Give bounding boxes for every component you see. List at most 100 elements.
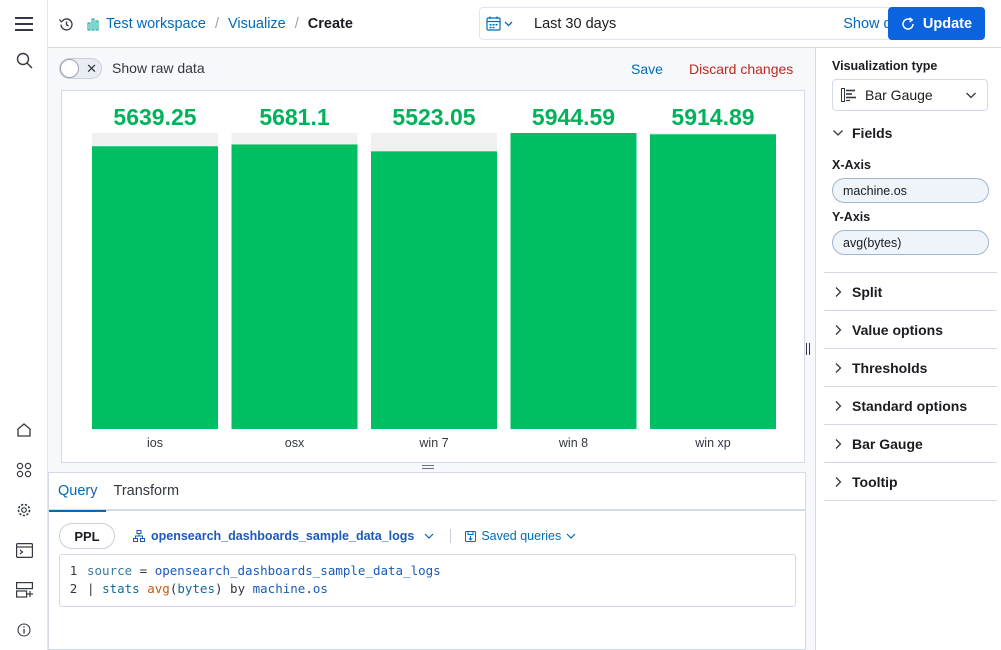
- update-button[interactable]: Update: [888, 7, 985, 40]
- x-axis-label: X-Axis: [832, 158, 871, 172]
- dataset-name: opensearch_dashboards_sample_data_logs: [151, 529, 415, 543]
- x-axis-field[interactable]: machine.os: [832, 178, 989, 203]
- value-label-win-xp: 5914.89: [671, 104, 754, 130]
- menu-icon[interactable]: [14, 14, 34, 34]
- close-icon: ✕: [86, 61, 97, 76]
- query-editor[interactable]: 1 source = opensearch_dashboards_sample_d…: [59, 554, 796, 607]
- query-tabs: Query Transform: [49, 472, 805, 512]
- bar-ios[interactable]: [92, 146, 218, 430]
- raw-data-toggle[interactable]: ✕: [59, 58, 102, 79]
- page-title: Create: [307, 16, 353, 32]
- breadcrumb-separator: /: [294, 16, 299, 32]
- chevron-down-icon: [424, 533, 434, 539]
- saved-queries-button[interactable]: Saved queries: [465, 529, 576, 543]
- section-label: Split: [852, 283, 883, 300]
- divider: [824, 272, 997, 273]
- recent-history-icon[interactable]: [58, 16, 75, 33]
- apps-icon[interactable]: [14, 460, 34, 480]
- section-tooltip[interactable]: Tooltip: [824, 463, 997, 501]
- chevron-down-icon: [824, 127, 852, 139]
- code-line: 1 source = opensearch_dashboards_sample_d…: [60, 563, 795, 581]
- query-panel: Query Transform PPL opensearch_dashboard…: [48, 472, 806, 650]
- update-label: Update: [922, 15, 973, 32]
- calendar-dropdown-button[interactable]: [480, 8, 522, 39]
- chevron-right-icon: [824, 438, 852, 450]
- vis-type-label: Visualization type: [832, 59, 938, 73]
- line-number: 1: [69, 563, 78, 578]
- value-label-win-8: 5944.59: [532, 104, 615, 130]
- section-split[interactable]: Split: [824, 273, 997, 311]
- sidebar-resize-handle[interactable]: [806, 342, 812, 356]
- vis-type-select[interactable]: Bar Gauge: [832, 79, 988, 111]
- bar-win-7[interactable]: [371, 151, 497, 429]
- divider: [450, 529, 452, 543]
- bar-gauge-icon: [833, 88, 865, 102]
- line-number: 2: [69, 581, 78, 596]
- bar-osx[interactable]: [231, 144, 358, 429]
- category-label-win-7: win 7: [418, 436, 448, 450]
- section-label: Standard options: [852, 397, 968, 414]
- dataset-icon: [133, 530, 145, 542]
- bar-win-8[interactable]: [510, 133, 637, 429]
- saved-queries-label: Saved queries: [481, 529, 562, 543]
- fields-section[interactable]: Fields: [824, 114, 997, 152]
- chevron-right-icon: [824, 324, 852, 336]
- tab-query[interactable]: Query: [49, 472, 105, 512]
- fields-label: Fields: [852, 125, 893, 141]
- discard-changes-button[interactable]: Discard changes: [689, 61, 794, 77]
- section-standard-options[interactable]: Standard options: [824, 387, 997, 425]
- config-sidebar: Visualization type Bar Gauge Fields X-Ax…: [815, 48, 1001, 650]
- panel-resize-handle[interactable]: [422, 465, 434, 471]
- workspace-icon: [87, 17, 101, 31]
- section-bar-gauge[interactable]: Bar Gauge: [824, 425, 997, 463]
- query-bar: PPL opensearch_dashboards_sample_data_lo…: [59, 523, 576, 549]
- section-label: Value options: [852, 321, 944, 338]
- tab-transform[interactable]: Transform: [113, 483, 180, 499]
- breadcrumb-workspace[interactable]: Test workspace: [106, 16, 206, 32]
- section-label: Tooltip: [852, 473, 898, 490]
- breadcrumb-separator: /: [214, 16, 219, 32]
- raw-data-label: Show raw data: [112, 60, 205, 76]
- section-value-options[interactable]: Value options: [824, 311, 997, 349]
- chevron-right-icon: [824, 286, 852, 298]
- gear-icon[interactable]: [14, 500, 34, 520]
- value-label-osx: 5681.1: [259, 104, 330, 130]
- main-area: ✕ Show raw data Save Discard changes 563…: [48, 48, 815, 650]
- language-selector[interactable]: PPL: [59, 523, 115, 549]
- chevron-down-icon: [566, 533, 576, 539]
- breadcrumb: Test workspace / Visualize / Create: [58, 0, 353, 48]
- search-icon[interactable]: [14, 50, 34, 70]
- code-text: source = opensearch_dashboards_sample_da…: [87, 563, 441, 578]
- dataset-selector[interactable]: opensearch_dashboards_sample_data_logs: [133, 529, 434, 543]
- home-icon[interactable]: [14, 420, 34, 440]
- date-range-text[interactable]: Last 30 days: [534, 15, 617, 32]
- top-header: Test workspace / Visualize / Create Last…: [48, 0, 1001, 48]
- add-data-icon[interactable]: [14, 580, 34, 600]
- refresh-icon: [901, 16, 915, 31]
- code-text: | stats avg(bytes) by machine.os: [87, 581, 328, 596]
- help-icon[interactable]: [14, 620, 34, 640]
- y-axis-field[interactable]: avg(bytes): [832, 230, 989, 255]
- toggle-knob: [60, 59, 79, 78]
- category-label-osx: osx: [285, 436, 305, 450]
- chevron-right-icon: [824, 362, 852, 374]
- section-thresholds[interactable]: Thresholds: [824, 349, 997, 387]
- category-label-ios: ios: [147, 436, 163, 450]
- value-label-win-7: 5523.05: [392, 104, 475, 130]
- save-button[interactable]: Save: [631, 61, 663, 77]
- bar-win-xp[interactable]: [650, 134, 776, 429]
- y-axis-label: Y-Axis: [832, 210, 871, 224]
- chevron-right-icon: [824, 400, 852, 412]
- category-label-win-8: win 8: [558, 436, 588, 450]
- chevron-right-icon: [824, 476, 852, 488]
- chart-svg: 5639.25 ios 5681.1 osx 5523.05 win 7 5944.59 wi…: [92, 104, 776, 450]
- bar-gauge-chart: 5639.25 ios 5681.1 osx 5523.05 win 7 5944.59 wi…: [61, 90, 805, 463]
- section-label: Bar Gauge: [852, 435, 923, 452]
- console-icon[interactable]: [14, 540, 34, 560]
- chart-toolbar: ✕ Show raw data Save Discard changes: [48, 48, 815, 88]
- date-picker: Last 30 days Show dates: [479, 7, 929, 40]
- category-label-win-xp: win xp: [694, 436, 730, 450]
- breadcrumb-visualize[interactable]: Visualize: [227, 16, 286, 32]
- section-label: Thresholds: [852, 359, 928, 376]
- save-icon: [465, 530, 477, 542]
